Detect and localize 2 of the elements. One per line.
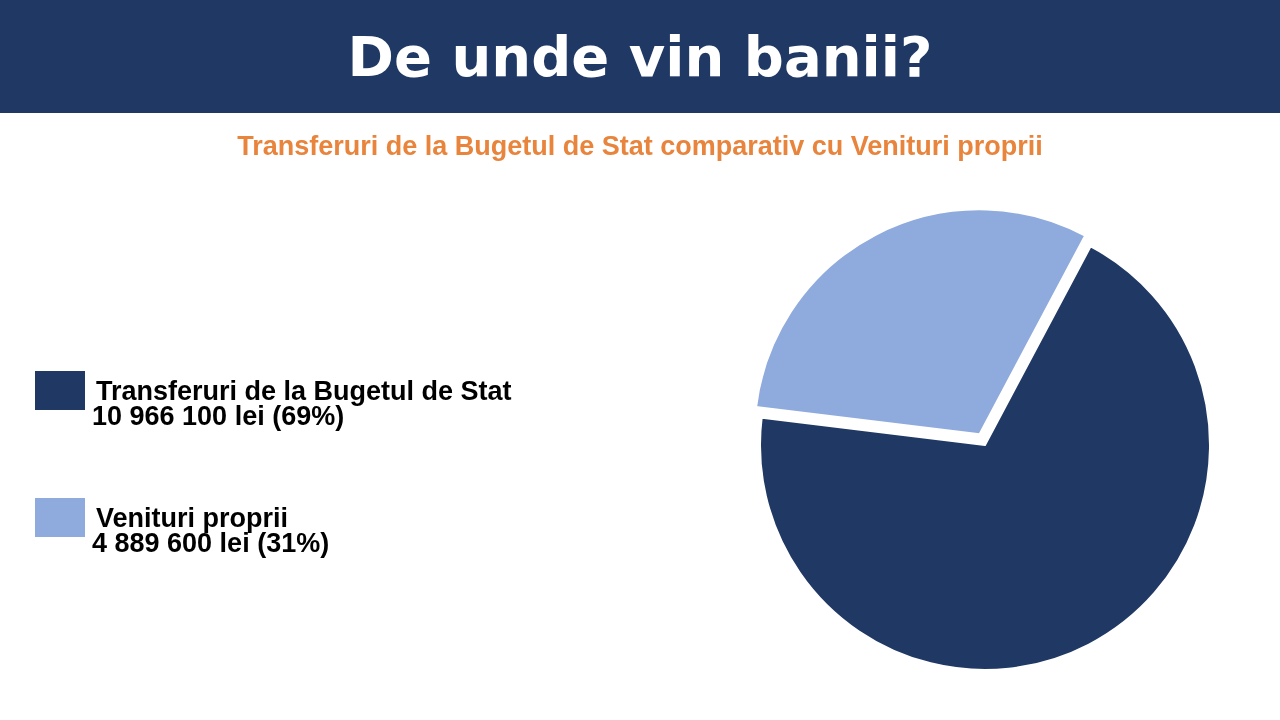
chart-title: De unde vin banii?	[0, 0, 1280, 113]
chart-subtitle: Transferuri de la Bugetul de Stat comparativ cu Venituri proprii	[237, 130, 1043, 161]
